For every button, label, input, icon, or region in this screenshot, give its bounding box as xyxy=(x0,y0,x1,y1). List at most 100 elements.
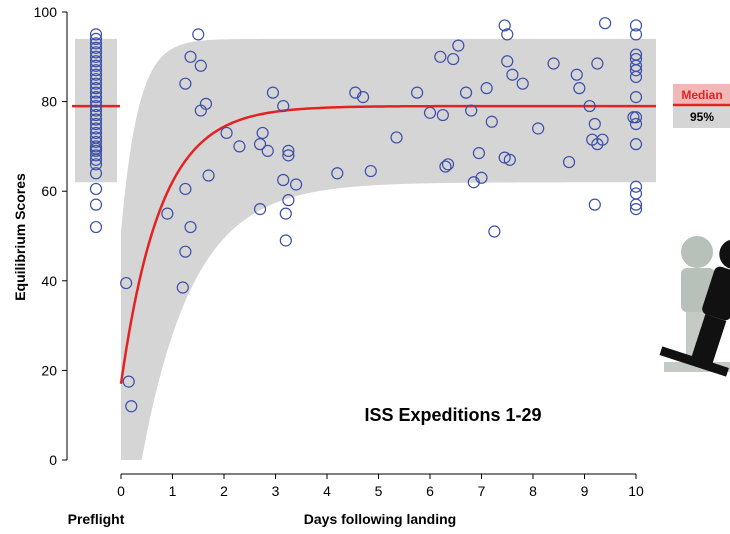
preflight-point xyxy=(89,55,103,68)
data-point xyxy=(570,68,583,81)
preflight-point xyxy=(89,108,103,122)
data-point xyxy=(122,375,135,388)
data-point xyxy=(364,164,377,178)
preflight-point xyxy=(89,167,103,180)
preflight-point xyxy=(89,50,103,63)
data-point xyxy=(629,19,643,32)
data-point xyxy=(591,57,604,70)
data-point xyxy=(277,99,290,113)
x-tick-label: 3 xyxy=(272,483,280,499)
data-point xyxy=(179,77,192,90)
preflight-point xyxy=(89,104,103,117)
x-tick-label: 5 xyxy=(375,483,383,499)
preflight-point xyxy=(89,64,103,77)
legend-band-swatch xyxy=(673,104,730,128)
preflight-point xyxy=(89,149,103,162)
data-point xyxy=(411,86,424,99)
data-point xyxy=(588,117,601,131)
data-point xyxy=(501,55,514,68)
preflight-point xyxy=(89,220,103,234)
data-point xyxy=(596,133,609,146)
data-point xyxy=(598,17,612,30)
data-point xyxy=(199,97,213,110)
data-point xyxy=(256,126,269,140)
y-tick-label: 20 xyxy=(41,362,57,378)
data-point xyxy=(547,57,560,70)
data-point xyxy=(161,207,174,220)
data-point xyxy=(629,203,643,216)
preflight-point xyxy=(89,95,103,108)
data-point xyxy=(120,276,133,290)
preflight-point xyxy=(89,37,103,50)
data-point xyxy=(253,203,267,216)
data-point xyxy=(629,138,643,151)
preflight-point xyxy=(89,117,103,131)
x-tick-label: 10 xyxy=(628,483,644,499)
data-point xyxy=(279,234,292,247)
data-point xyxy=(488,225,501,238)
data-point xyxy=(472,147,486,160)
preflight-point xyxy=(89,82,103,95)
data-point xyxy=(282,194,295,207)
data-point xyxy=(423,106,437,119)
data-point xyxy=(498,19,511,32)
data-point xyxy=(562,155,576,169)
tick-layer: 0 20 40 60 80 100 0 1 2 3 4 5 6 7 8 9 10 xyxy=(34,4,644,499)
data-point xyxy=(220,126,233,140)
preflight-point xyxy=(89,99,103,113)
preflight-label: Preflight xyxy=(68,511,125,527)
data-point xyxy=(253,138,267,151)
x-tick-label: 0 xyxy=(117,483,125,499)
preflight-point xyxy=(89,68,103,81)
data-point xyxy=(279,207,292,220)
legend-band-label: 95% xyxy=(690,110,714,124)
data-point xyxy=(480,82,493,95)
preflight-point xyxy=(89,122,103,135)
data-point xyxy=(179,245,192,258)
data-point xyxy=(588,198,601,211)
y-tick-label: 0 xyxy=(49,452,57,468)
legend-median-label: Median xyxy=(681,88,722,102)
data-point xyxy=(282,149,295,162)
data-point xyxy=(459,86,473,99)
data-point xyxy=(629,64,643,77)
data-point xyxy=(290,178,303,191)
balance-test-pictogram xyxy=(659,236,730,377)
preflight-point xyxy=(89,126,103,140)
data-point xyxy=(629,70,643,84)
preflight-point xyxy=(89,153,103,166)
data-point xyxy=(125,400,138,413)
data-point xyxy=(390,131,403,144)
data-point xyxy=(452,39,465,52)
data-point xyxy=(261,144,274,157)
data-point xyxy=(516,77,529,90)
data-point xyxy=(441,158,455,171)
preflight-point xyxy=(89,135,103,149)
data-point xyxy=(439,160,452,173)
data-point xyxy=(434,50,447,63)
data-point xyxy=(282,144,295,157)
expedition-annotation: ISS Expeditions 1-29 xyxy=(364,405,541,425)
recovery-median-curve xyxy=(119,104,656,385)
data-point xyxy=(277,173,290,187)
data-point xyxy=(266,86,280,99)
x-tick-label: 2 xyxy=(220,483,228,499)
data-point xyxy=(192,28,205,41)
data-points-layer xyxy=(89,17,643,413)
data-point xyxy=(356,91,370,104)
data-point xyxy=(629,180,643,193)
data-point xyxy=(436,108,449,122)
data-point xyxy=(331,167,344,180)
y-tick-label: 60 xyxy=(41,183,57,199)
preflight-point xyxy=(89,86,103,99)
preflight-point xyxy=(89,59,103,72)
preflight-point xyxy=(89,198,103,211)
data-point xyxy=(532,122,545,135)
data-point xyxy=(233,140,246,153)
x-tick-label: 8 xyxy=(529,483,537,499)
preflight-point xyxy=(89,144,103,157)
data-point xyxy=(501,28,514,41)
x-tick-label: 7 xyxy=(478,483,486,499)
data-point xyxy=(465,104,478,117)
data-point xyxy=(176,281,189,294)
